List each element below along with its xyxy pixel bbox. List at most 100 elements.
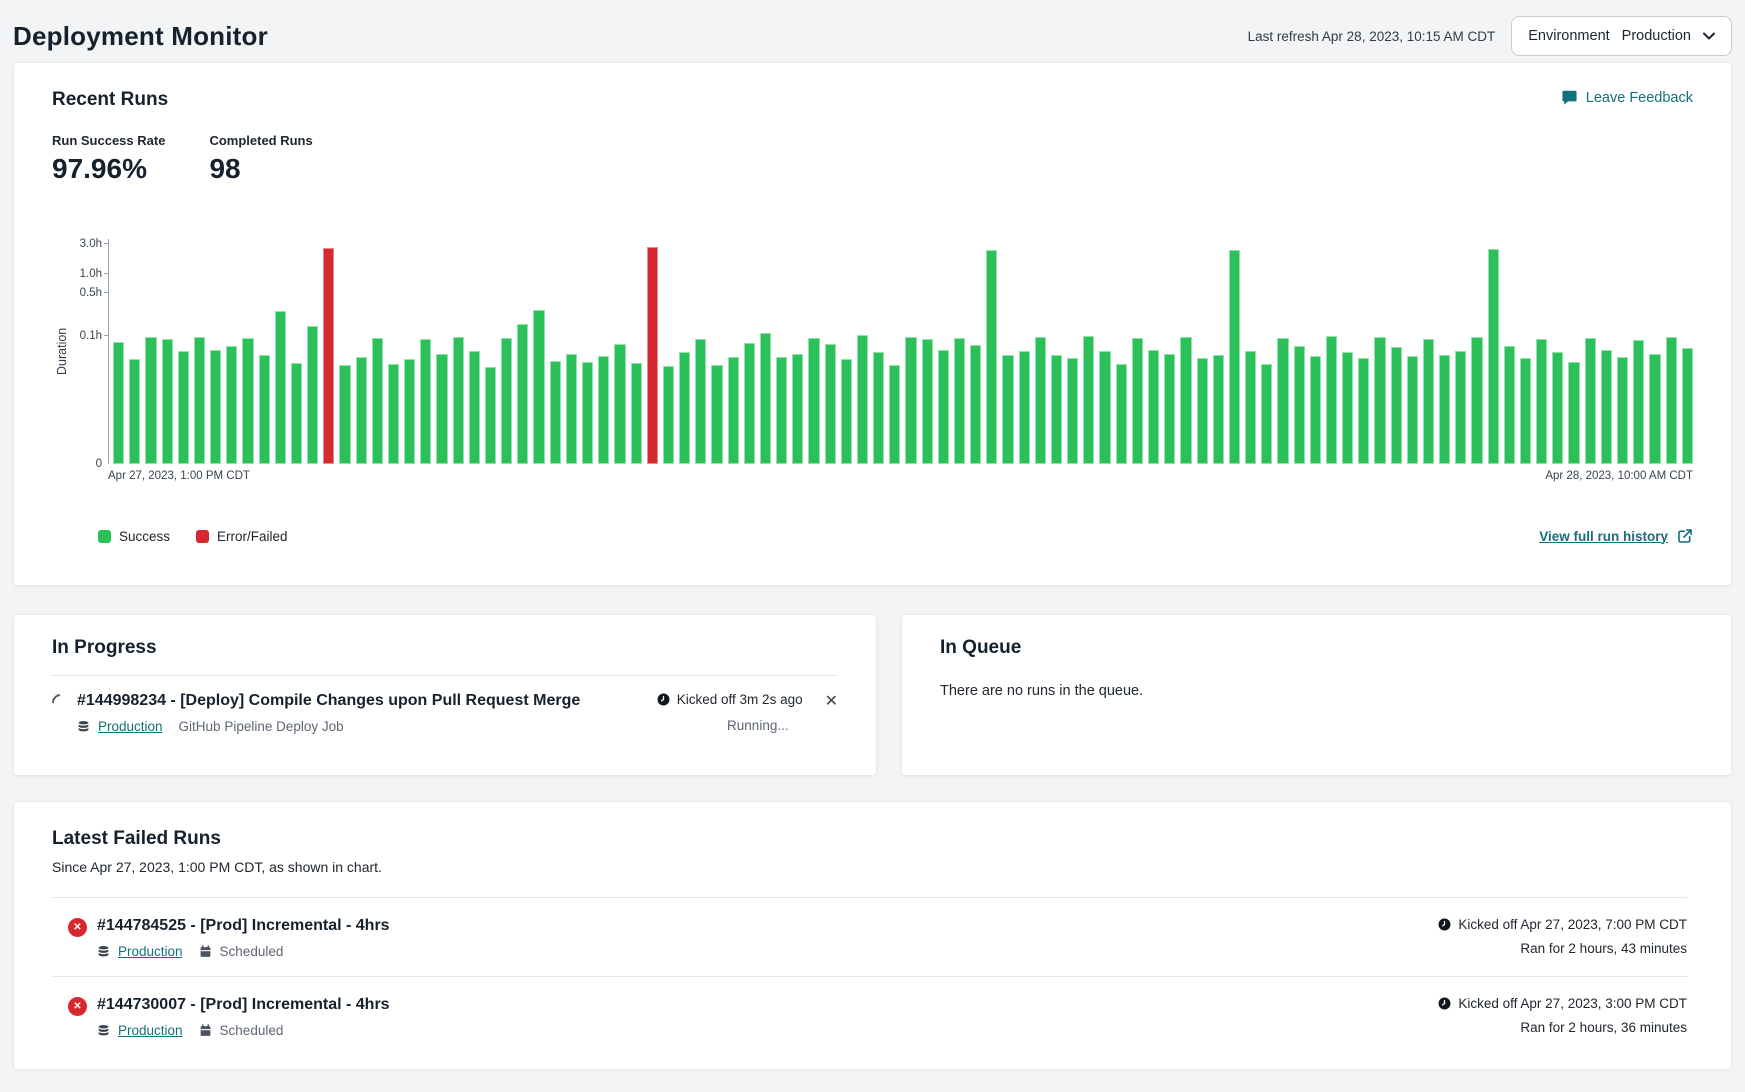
- run-bar-success[interactable]: [517, 324, 529, 464]
- run-bar-success[interactable]: [727, 356, 739, 464]
- run-bar-success[interactable]: [1050, 354, 1063, 464]
- run-bar-success[interactable]: [873, 352, 885, 464]
- run-bar-success[interactable]: [1358, 358, 1370, 464]
- run-bar-success[interactable]: [1455, 350, 1467, 464]
- run-bar-success[interactable]: [145, 337, 157, 464]
- run-bar-success[interactable]: [1665, 337, 1677, 464]
- run-bar-success[interactable]: [953, 338, 966, 464]
- run-bar-success[interactable]: [290, 362, 303, 464]
- run-bar-success[interactable]: [1342, 351, 1354, 464]
- run-bar-success[interactable]: [355, 356, 367, 464]
- run-bar-success[interactable]: [129, 359, 141, 464]
- run-bar-success[interactable]: [258, 354, 270, 464]
- run-bar-success[interactable]: [1196, 358, 1208, 464]
- run-bar-success[interactable]: [420, 339, 432, 464]
- run-bar-success[interactable]: [1325, 335, 1338, 464]
- run-bar-success[interactable]: [1228, 249, 1241, 464]
- run-bar-success[interactable]: [970, 344, 982, 464]
- run-bar-success[interactable]: [1099, 350, 1111, 464]
- run-bar-success[interactable]: [1600, 349, 1612, 464]
- run-bar-success[interactable]: [113, 342, 125, 464]
- view-full-run-history-link[interactable]: View full run history: [1539, 528, 1693, 544]
- run-bar-success[interactable]: [468, 350, 480, 464]
- run-bar-success[interactable]: [743, 342, 755, 464]
- run-bar-success[interactable]: [1164, 353, 1176, 464]
- environment-dropdown[interactable]: Environment Production: [1511, 16, 1732, 56]
- run-bar-success[interactable]: [484, 366, 497, 464]
- run-bar-success[interactable]: [1422, 338, 1435, 464]
- run-bar-success[interactable]: [1568, 362, 1580, 464]
- run-bar-success[interactable]: [856, 334, 869, 464]
- run-bar-success[interactable]: [1148, 349, 1160, 464]
- environment-link[interactable]: Production: [118, 1023, 183, 1038]
- run-bar-success[interactable]: [242, 337, 254, 464]
- run-bar-success[interactable]: [1439, 354, 1451, 464]
- run-bar-success[interactable]: [905, 337, 917, 464]
- run-bar-success[interactable]: [1261, 363, 1273, 464]
- run-bar-success[interactable]: [1471, 337, 1483, 464]
- run-bar-success[interactable]: [1083, 335, 1095, 464]
- run-bar-success[interactable]: [598, 356, 610, 464]
- run-bar-success[interactable]: [565, 353, 577, 464]
- run-bar-success[interactable]: [695, 338, 707, 464]
- run-bar-error[interactable]: [646, 247, 658, 464]
- environment-link[interactable]: Production: [98, 719, 163, 734]
- run-bar-success[interactable]: [614, 344, 626, 464]
- run-bar-success[interactable]: [1180, 337, 1192, 464]
- run-bar-success[interactable]: [387, 363, 400, 464]
- run-bar-success[interactable]: [1519, 357, 1532, 464]
- run-bar-success[interactable]: [1212, 354, 1224, 464]
- run-bar-success[interactable]: [824, 343, 836, 464]
- run-bar-success[interactable]: [1115, 363, 1127, 464]
- run-bar-success[interactable]: [274, 311, 286, 464]
- run-bar-success[interactable]: [533, 310, 545, 464]
- run-bar-success[interactable]: [759, 333, 772, 464]
- close-icon[interactable]: ✕: [824, 693, 838, 710]
- leave-feedback-link[interactable]: Leave Feedback: [1561, 89, 1693, 106]
- run-bar-success[interactable]: [1633, 340, 1645, 464]
- run-bar-success[interactable]: [210, 349, 222, 464]
- run-bar-success[interactable]: [161, 338, 173, 464]
- run-bar-success[interactable]: [1406, 355, 1418, 464]
- run-bar-success[interactable]: [776, 356, 788, 464]
- run-bar-success[interactable]: [1584, 338, 1596, 464]
- run-bar-success[interactable]: [1277, 337, 1289, 464]
- run-bar-success[interactable]: [1390, 347, 1402, 464]
- run-bar-success[interactable]: [1131, 337, 1143, 464]
- run-bar-success[interactable]: [1681, 348, 1693, 464]
- run-bar-error[interactable]: [323, 248, 335, 464]
- run-bar-success[interactable]: [226, 346, 238, 464]
- run-bar-success[interactable]: [1034, 337, 1046, 464]
- run-bar-success[interactable]: [193, 337, 206, 464]
- run-bar-success[interactable]: [581, 362, 594, 464]
- environment-link[interactable]: Production: [118, 944, 183, 959]
- run-bar-success[interactable]: [1503, 345, 1515, 464]
- run-bar-success[interactable]: [679, 352, 691, 464]
- run-bar-success[interactable]: [1374, 336, 1386, 464]
- run-bar-success[interactable]: [339, 365, 351, 464]
- run-bar-success[interactable]: [1002, 354, 1014, 464]
- run-bar-success[interactable]: [1616, 356, 1629, 464]
- run-bar-success[interactable]: [808, 337, 820, 464]
- run-bar-success[interactable]: [436, 353, 448, 464]
- run-bar-success[interactable]: [1487, 248, 1499, 464]
- run-bar-success[interactable]: [840, 359, 852, 464]
- run-bar-success[interactable]: [1649, 353, 1661, 464]
- run-bar-success[interactable]: [1293, 346, 1305, 464]
- run-bar-success[interactable]: [371, 338, 383, 464]
- run-bar-success[interactable]: [889, 365, 901, 464]
- run-bar-success[interactable]: [1018, 350, 1030, 464]
- run-bar-success[interactable]: [452, 337, 464, 464]
- run-bar-success[interactable]: [1552, 352, 1564, 464]
- run-bar-success[interactable]: [177, 350, 189, 464]
- run-bar-success[interactable]: [549, 360, 561, 464]
- run-bar-success[interactable]: [711, 365, 723, 464]
- run-bar-success[interactable]: [1067, 358, 1079, 464]
- run-bar-success[interactable]: [1309, 355, 1321, 464]
- run-bar-success[interactable]: [630, 362, 642, 464]
- run-bar-success[interactable]: [921, 339, 933, 464]
- run-bar-success[interactable]: [1536, 339, 1548, 464]
- run-bar-success[interactable]: [792, 353, 804, 464]
- run-bar-success[interactable]: [1245, 350, 1257, 464]
- run-bar-success[interactable]: [662, 365, 675, 464]
